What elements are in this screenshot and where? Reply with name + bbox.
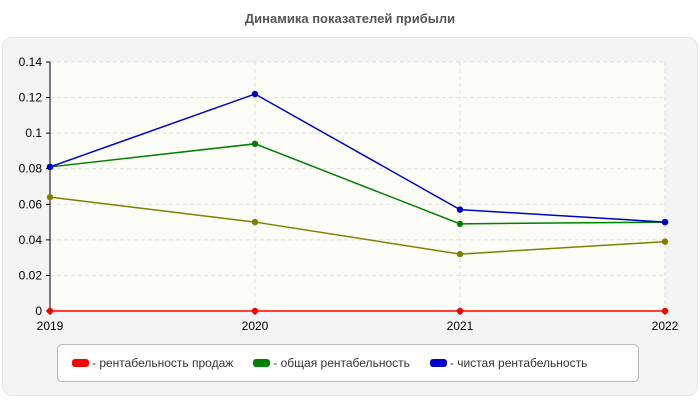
legend-item: - рентабельность продаж — [72, 356, 233, 370]
x-tick-label: 2020 — [242, 319, 269, 333]
data-point — [46, 163, 54, 171]
legend-label: - рентабельность продаж — [92, 356, 234, 370]
data-point — [661, 307, 669, 315]
legend-label: - общая рентабельность — [273, 356, 410, 370]
legend-swatch — [429, 359, 447, 367]
legend-swatch — [72, 359, 89, 367]
legend: - рентабельность продаж - общая рентабель… — [57, 344, 639, 382]
legend-item: - общая рентабельность — [253, 356, 410, 370]
chart-title: Динамика показателей прибыли — [244, 11, 456, 26]
legend-item: - чистая рентабельность — [429, 356, 588, 370]
legend-label: - чистая рентабельность — [449, 356, 588, 370]
series-line — [49, 143, 666, 225]
x-tick-label: 2022 — [652, 319, 679, 333]
data-point — [251, 307, 259, 315]
data-point — [46, 193, 54, 201]
data-point — [456, 307, 464, 315]
x-tick-label: 2021 — [447, 319, 474, 333]
y-tick-label: 0.14 — [19, 55, 43, 69]
plot-background — [50, 62, 665, 311]
y-tick-label: 0.1 — [25, 126, 42, 140]
y-tick-label: 0.12 — [19, 91, 43, 105]
y-tick-label: 0 — [35, 304, 42, 318]
series-line — [49, 196, 666, 255]
series-line — [49, 93, 666, 223]
data-point — [456, 206, 464, 213]
data-point — [46, 307, 54, 315]
data-point — [251, 218, 259, 226]
data-point — [661, 238, 669, 245]
legend-swatch — [253, 359, 271, 367]
y-tick-label: 0.08 — [19, 162, 43, 176]
data-point — [456, 220, 464, 228]
y-tick-label: 0.04 — [19, 233, 43, 247]
data-point — [251, 90, 259, 98]
data-point — [661, 218, 669, 226]
data-point — [456, 250, 464, 258]
data-point — [251, 140, 259, 148]
x-tick-label: 2019 — [37, 319, 64, 333]
y-tick-label: 0.02 — [19, 268, 43, 282]
y-tick-label: 0.06 — [19, 197, 43, 211]
